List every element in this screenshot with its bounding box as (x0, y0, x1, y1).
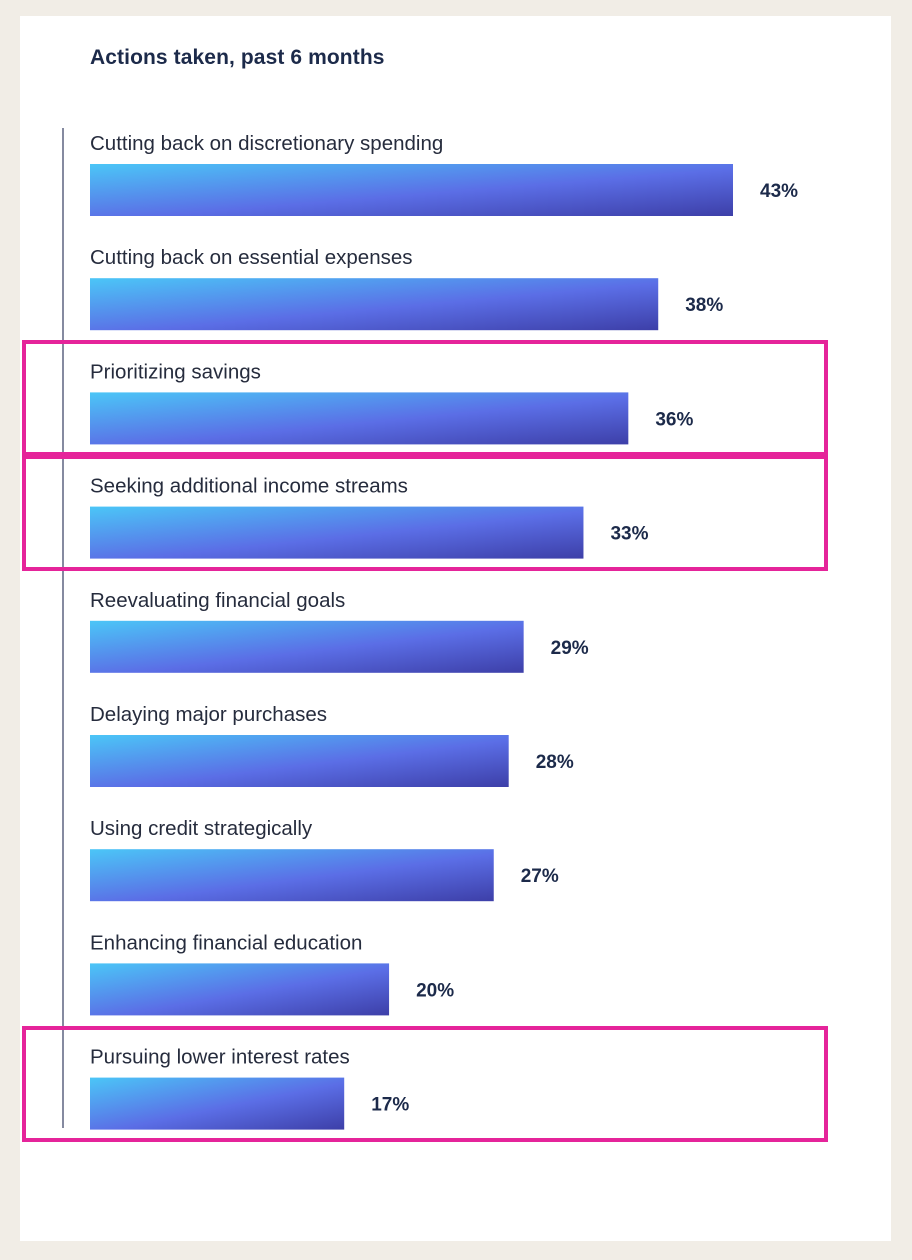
highlight-box (22, 1025, 828, 1142)
highlight-box (22, 340, 828, 457)
value-label: 17% (371, 1095, 409, 1116)
category-label: Enhancing financial education (90, 931, 362, 954)
highlight-box (22, 454, 828, 571)
value-label: 28% (536, 752, 574, 773)
bar (90, 849, 494, 902)
bar (90, 392, 629, 445)
category-label: Seeking additional income streams (90, 475, 408, 498)
bar (90, 620, 524, 673)
category-label: Pursuing lower interest rates (90, 1046, 350, 1069)
value-label: 36% (655, 409, 693, 430)
bar (90, 963, 390, 1016)
value-label: 20% (416, 980, 454, 1001)
bar (90, 164, 733, 216)
bar (90, 278, 659, 331)
value-label: 43% (760, 181, 798, 202)
category-label: Reevaluating financial goals (90, 589, 345, 612)
category-label: Cutting back on essential expenses (90, 246, 413, 269)
category-label: Prioritizing savings (90, 360, 261, 383)
bar (90, 1077, 345, 1130)
chart-title: Actions taken, past 6 months (90, 46, 385, 69)
value-label: 33% (610, 524, 648, 545)
bar (90, 735, 509, 787)
value-label: 29% (551, 638, 589, 659)
bar (90, 506, 584, 559)
category-label: Delaying major purchases (90, 703, 327, 726)
category-label: Using credit strategically (90, 817, 313, 840)
value-label: 38% (685, 295, 723, 316)
value-label: 27% (521, 866, 559, 887)
category-label: Cutting back on discretionary spending (90, 132, 443, 155)
